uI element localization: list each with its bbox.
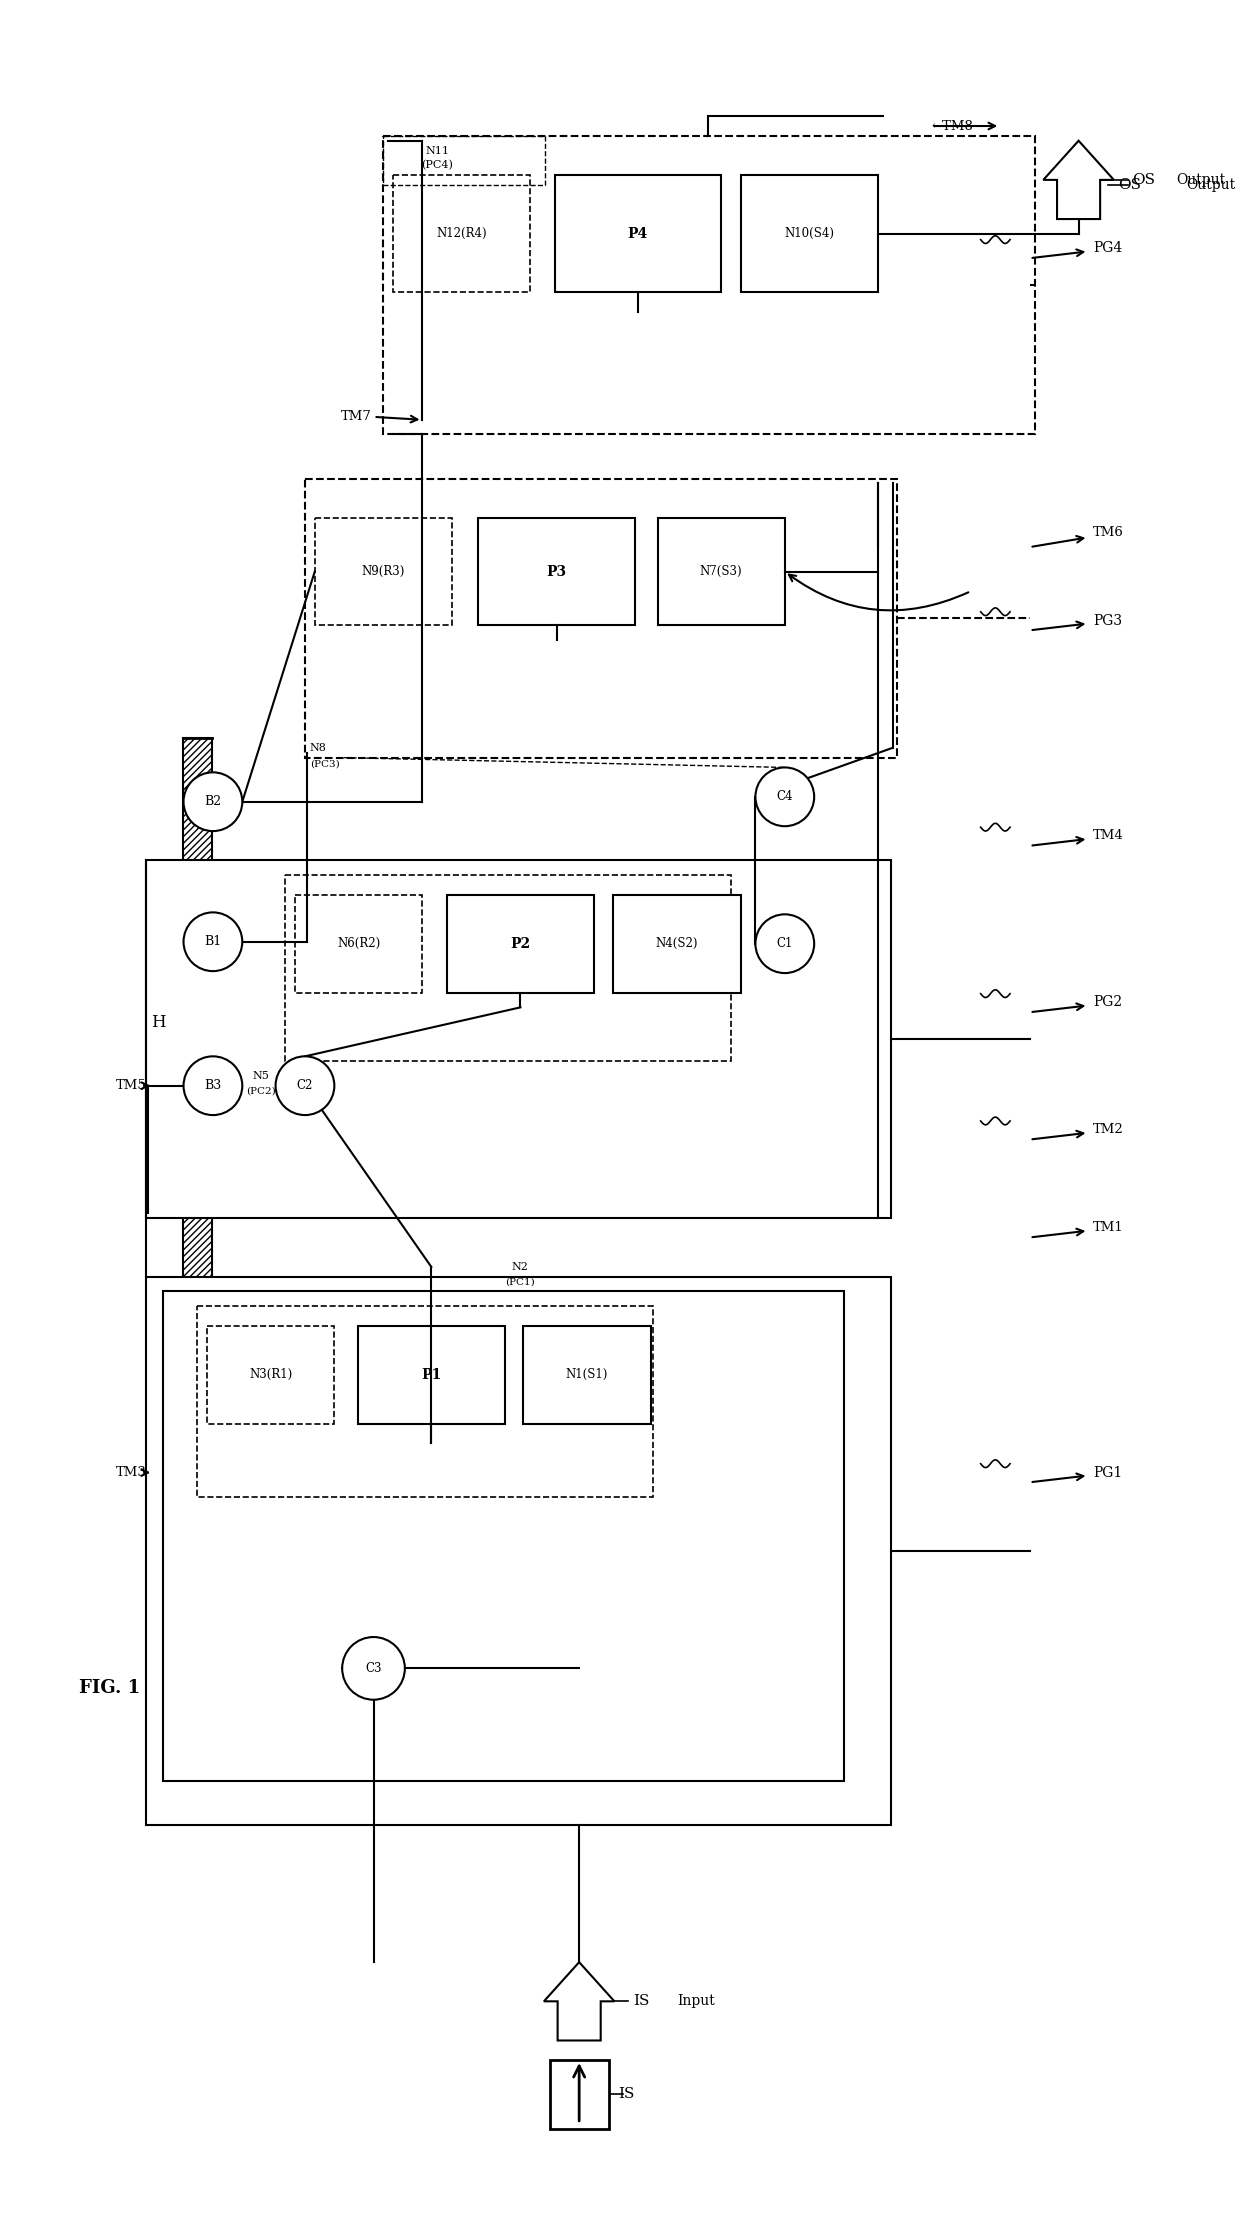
Text: TM6: TM6 (1094, 526, 1125, 539)
Text: N10(S4): N10(S4) (784, 228, 835, 239)
Text: TM4: TM4 (1094, 830, 1123, 841)
Bar (523, 1325, 651, 1423)
Text: N5: N5 (253, 1072, 269, 1081)
Text: N12(R4): N12(R4) (436, 228, 487, 239)
Text: TM3: TM3 (115, 1466, 146, 1479)
Text: N8: N8 (310, 743, 326, 752)
Text: Output: Output (1187, 177, 1235, 192)
Bar (657, 517, 785, 624)
Text: OS: OS (1132, 172, 1156, 188)
Bar (614, 895, 740, 994)
Circle shape (184, 913, 242, 971)
Text: P2: P2 (511, 938, 531, 951)
Text: Output: Output (1177, 172, 1225, 188)
Bar (182, 739, 212, 1307)
Text: P4: P4 (627, 226, 649, 242)
Text: PG2: PG2 (1094, 996, 1122, 1009)
Text: C4: C4 (776, 790, 794, 803)
Circle shape (755, 915, 815, 974)
Text: ←TM8: ←TM8 (931, 119, 973, 132)
Text: B3: B3 (205, 1079, 222, 1092)
Text: P3: P3 (547, 564, 567, 580)
Text: TM2: TM2 (1094, 1123, 1123, 1137)
Text: Input: Input (677, 1994, 714, 2007)
Text: TM7: TM7 (341, 410, 372, 423)
Text: (PC1): (PC1) (506, 1278, 536, 1287)
Bar (162, 1291, 843, 1781)
Bar (146, 1276, 890, 1824)
Text: N7(S3): N7(S3) (699, 564, 743, 577)
Polygon shape (1043, 141, 1114, 219)
Bar (197, 1307, 652, 1497)
Bar (383, 137, 544, 186)
Circle shape (755, 768, 815, 826)
Bar (393, 175, 531, 293)
Bar (207, 1325, 335, 1423)
Text: PG1: PG1 (1094, 1466, 1122, 1479)
Text: IS: IS (632, 1994, 650, 2007)
Text: C1: C1 (776, 938, 794, 951)
Circle shape (275, 1056, 335, 1115)
Bar (315, 517, 451, 624)
Bar (740, 175, 878, 293)
Text: (PC4): (PC4) (422, 161, 453, 170)
Bar (479, 517, 635, 624)
Bar (146, 859, 890, 1217)
Circle shape (184, 1056, 242, 1115)
Text: FIG. 1: FIG. 1 (78, 1678, 140, 1696)
Text: N9(R3): N9(R3) (362, 564, 405, 577)
Text: TM1: TM1 (1094, 1222, 1123, 1233)
Circle shape (342, 1636, 404, 1699)
Polygon shape (544, 1963, 614, 2041)
Circle shape (184, 772, 242, 830)
Text: H: H (151, 1014, 165, 1029)
Bar (358, 1325, 505, 1423)
Bar (305, 479, 898, 759)
Text: N2: N2 (512, 1262, 528, 1271)
Text: B2: B2 (205, 794, 222, 808)
Bar (383, 137, 1034, 434)
Text: (PC3): (PC3) (310, 761, 340, 770)
Text: N11: N11 (425, 145, 449, 154)
Text: N6(R2): N6(R2) (337, 938, 381, 951)
Text: IS: IS (619, 2088, 635, 2101)
Text: PG4: PG4 (1094, 242, 1122, 255)
Text: (PC2): (PC2) (246, 1085, 275, 1094)
Text: N1(S1): N1(S1) (565, 1367, 608, 1381)
Text: N4(S2): N4(S2) (656, 938, 698, 951)
Bar (554, 175, 722, 293)
Bar (446, 895, 594, 994)
Text: C3: C3 (366, 1663, 382, 1674)
Text: P1: P1 (422, 1367, 441, 1381)
Bar (549, 2061, 609, 2128)
Bar (285, 875, 730, 1061)
Bar (295, 895, 423, 994)
Text: OS: OS (1117, 177, 1141, 192)
Text: TM5: TM5 (115, 1079, 146, 1092)
Text: N3(R1): N3(R1) (249, 1367, 293, 1381)
Text: B1: B1 (205, 935, 222, 949)
Text: PG3: PG3 (1094, 613, 1122, 627)
Text: C2: C2 (296, 1079, 314, 1092)
